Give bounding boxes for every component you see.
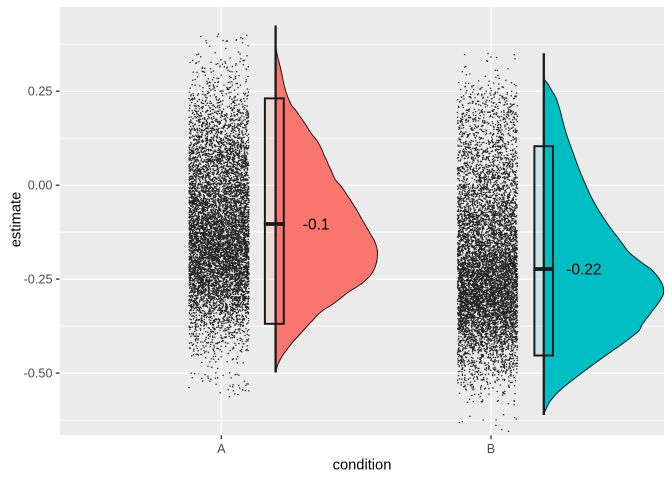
- svg-text:0.00: 0.00: [28, 179, 53, 193]
- svg-text:condition: condition: [333, 458, 392, 474]
- svg-text:B: B: [487, 442, 495, 456]
- svg-text:0.25: 0.25: [28, 85, 53, 99]
- svg-text:-0.22: -0.22: [566, 261, 601, 278]
- svg-text:estimate: estimate: [9, 192, 25, 248]
- svg-text:A: A: [217, 442, 226, 456]
- svg-text:-0.25: -0.25: [24, 272, 53, 286]
- svg-text:-0.50: -0.50: [24, 366, 53, 380]
- svg-text:-0.1: -0.1: [303, 216, 330, 233]
